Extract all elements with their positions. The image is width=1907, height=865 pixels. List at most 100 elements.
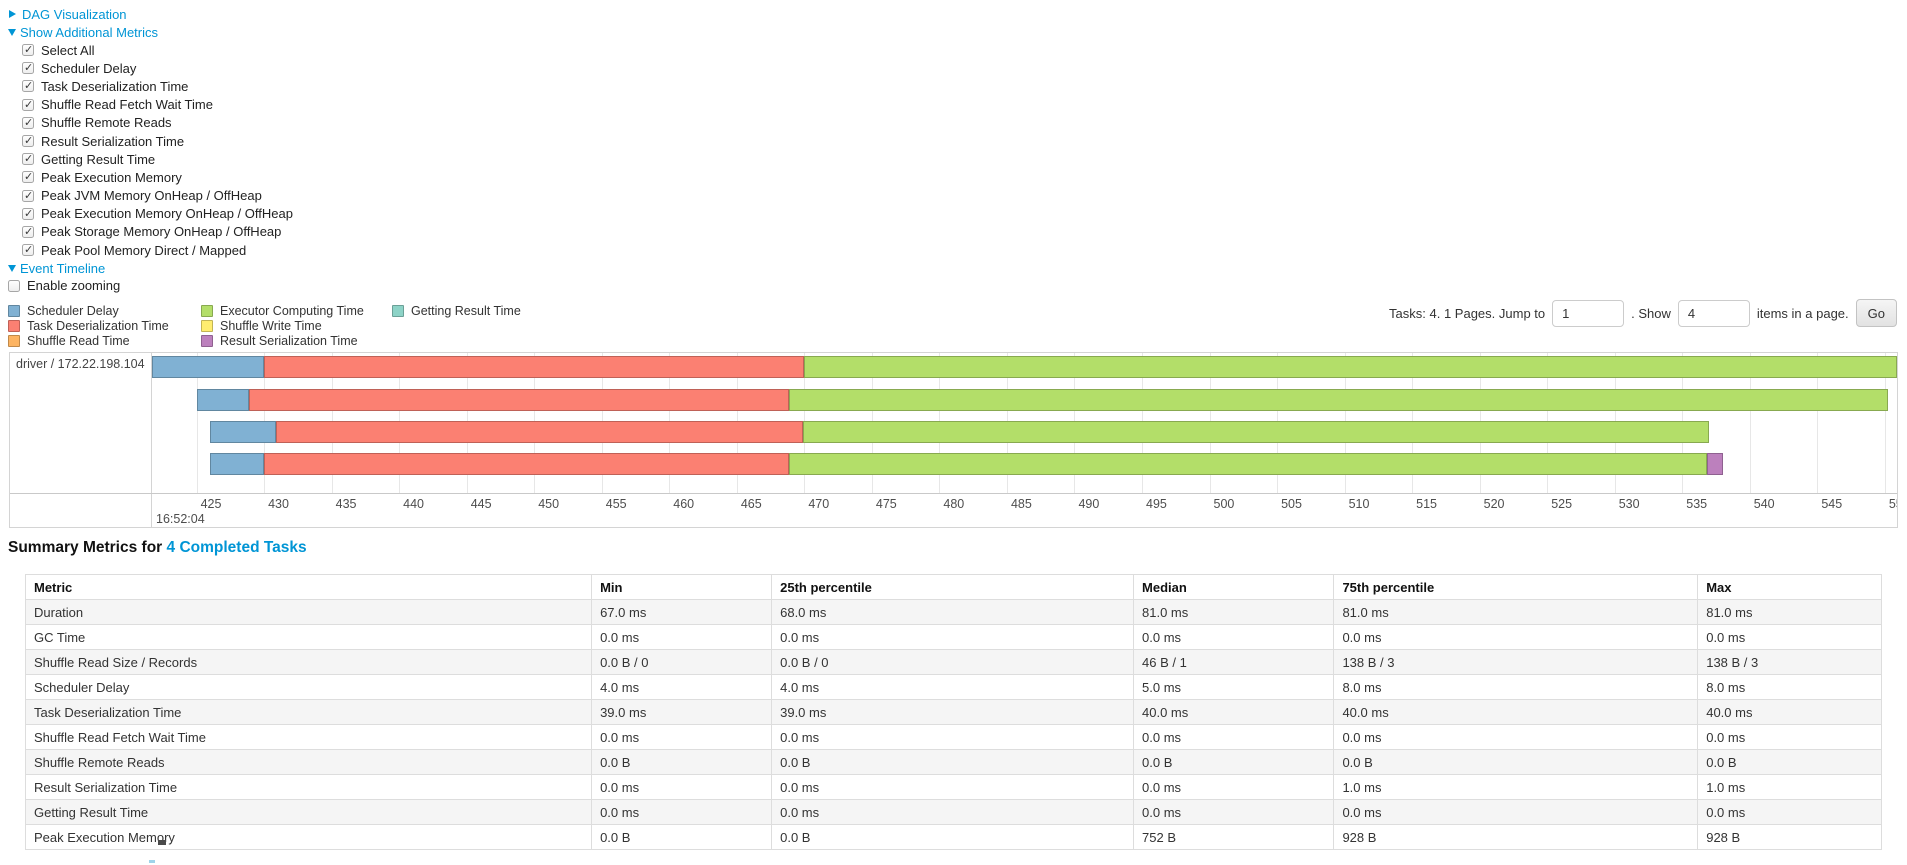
event-timeline-label: Event Timeline — [20, 260, 106, 276]
metric-value-cell: 81.0 ms — [1133, 599, 1335, 625]
task-segment-scheduler-delay — [210, 453, 265, 475]
metric-checkbox[interactable] — [22, 79, 34, 93]
legend-item: Task Deserialization Time — [8, 318, 169, 333]
metric-value-cell: 0.0 ms — [771, 774, 1135, 800]
enable-zooming-checkbox[interactable] — [8, 279, 20, 292]
tick-label: 545 — [1821, 497, 1843, 511]
metric-checkbox-row: Shuffle Remote Reads — [22, 114, 293, 132]
metric-value-cell: 46 B / 1 — [1133, 649, 1335, 675]
metric-checkbox[interactable] — [22, 243, 34, 257]
task-bar[interactable] — [152, 421, 1897, 443]
column-header: 75th percentile — [1333, 574, 1699, 600]
task-segment-executor-computing — [802, 421, 1710, 443]
metric-checkbox[interactable] — [22, 207, 34, 220]
metric-checkbox-row: Result Serialization Time — [22, 132, 293, 150]
metric-name-cell: Scheduler Delay — [24, 674, 593, 700]
tick-label: 435 — [335, 497, 357, 511]
metric-value-cell: 0.0 B — [1133, 749, 1335, 775]
time-axis: 16:52:04 425 430 435 440 445 450 455 460 465 470 4… — [152, 494, 1897, 527]
table-row: Scheduler Delay 4.0 ms 4.0 ms 5.0 ms 8.0 ms 8… — [24, 674, 1882, 700]
metric-name-cell: Peak Execution Memory — [24, 824, 593, 850]
metric-checkbox[interactable] — [22, 98, 34, 111]
tick-label: 540 — [1753, 497, 1775, 511]
legend-column: Scheduler Delay Task Deserialization Time… — [8, 303, 169, 349]
tick-label: 445 — [470, 497, 492, 511]
tick-label: 465 — [740, 497, 762, 511]
task-segment-executor-computing — [804, 356, 1897, 378]
items-per-page-text: items in a page. — [1756, 305, 1849, 321]
task-bar[interactable] — [152, 389, 1897, 411]
metric-checkbox[interactable] — [22, 189, 34, 202]
legend-item: Executor Computing Time — [201, 303, 364, 318]
tick-label: 510 — [1348, 497, 1370, 511]
metric-checkbox-list: Select All Scheduler Delay Task Deserializ… — [8, 41, 293, 259]
tick-label: 495 — [1146, 497, 1167, 511]
metric-checkbox[interactable] — [22, 116, 34, 129]
metric-name-cell: Shuffle Read Size / Records — [24, 649, 593, 675]
items-per-page-input[interactable] — [1677, 299, 1750, 327]
metric-name-cell: Shuffle Read Fetch Wait Time — [24, 724, 593, 750]
tick-label: 430 — [268, 497, 289, 511]
table-row: Task Deserialization Time 39.0 ms 39.0 ms 4… — [24, 699, 1882, 725]
metric-value-cell: 0.0 ms — [1133, 624, 1335, 650]
column-header: Max — [1697, 574, 1882, 600]
metric-value-cell: 0.0 B — [591, 749, 773, 775]
metric-checkbox[interactable] — [22, 152, 34, 166]
time-axis-major-label: 16:52:04 — [156, 512, 205, 526]
metric-checkbox[interactable] — [22, 134, 34, 148]
stage-controls: DAG Visualization Show Additional Metric… — [8, 5, 293, 294]
task-segment-scheduler-delay — [152, 356, 265, 378]
show-additional-metrics-toggle[interactable]: Show Additional Metrics — [8, 23, 293, 41]
metric-checkbox[interactable] — [22, 225, 34, 238]
event-timeline-chart: driver / 172.22.198.104 16:52:04 425 430 4… — [9, 352, 1898, 528]
tick-label: 535 — [1686, 497, 1708, 511]
summary-heading-prefix: Summary Metrics for — [8, 539, 163, 556]
timeline-plot-area — [152, 353, 1897, 493]
jump-to-page-input[interactable] — [1552, 299, 1625, 327]
legend-column: Executor Computing Time Shuffle Write Tim… — [201, 303, 364, 349]
task-segment-result-serialization — [1706, 453, 1723, 475]
metric-checkbox-row: Peak JVM Memory OnHeap / OffHeap — [22, 187, 293, 205]
metric-value-cell: 0.0 B — [771, 824, 1135, 850]
event-timeline-toggle[interactable]: Event Timeline — [8, 259, 293, 277]
metric-checkbox-label: Peak JVM Memory OnHeap / OffHeap — [41, 188, 262, 204]
metric-checkbox[interactable] — [22, 170, 34, 184]
metric-value-cell: 81.0 ms — [1333, 599, 1699, 625]
legend-label: Scheduler Delay — [27, 303, 119, 318]
metric-value-cell: 40.0 ms — [1133, 699, 1335, 725]
table-row: Shuffle Read Size / Records 0.0 B / 0 0.0 … — [24, 649, 1882, 675]
legend-item: Shuffle Read Time — [8, 334, 169, 349]
dag-visualization-toggle[interactable]: DAG Visualization — [8, 5, 293, 23]
table-row: Duration 67.0 ms 68.0 ms 81.0 ms 81.0 ms 81.0… — [24, 599, 1882, 625]
metric-value-cell: 0.0 ms — [1697, 724, 1882, 750]
task-bar[interactable] — [152, 453, 1897, 475]
dag-visualization-label: DAG Visualization — [22, 6, 127, 22]
legend-item: Getting Result Time — [392, 303, 521, 318]
metric-checkbox[interactable] — [22, 61, 34, 75]
go-button[interactable]: Go — [1855, 299, 1897, 327]
tick-label: 530 — [1618, 497, 1640, 511]
task-bar[interactable] — [152, 356, 1897, 378]
metric-value-cell: 5.0 ms — [1133, 674, 1335, 700]
task-segment-task-deserialization — [264, 356, 805, 378]
metric-value-cell: 68.0 ms — [771, 599, 1135, 625]
completed-tasks-link[interactable]: 4 Completed Tasks — [166, 539, 307, 556]
table-row: Getting Result Time 0.0 ms 0.0 ms 0.0 ms 0.0… — [24, 799, 1882, 825]
metric-value-cell: 0.0 ms — [591, 624, 773, 650]
metric-checkbox-label: Shuffle Remote Reads — [41, 115, 172, 131]
collapsed-arrow-icon — [9, 10, 16, 18]
metric-checkbox-row: Scheduler Delay — [22, 59, 293, 77]
legend-swatch-icon — [8, 320, 20, 333]
metric-value-cell: 39.0 ms — [591, 699, 773, 725]
metric-value-cell: 0.0 ms — [771, 799, 1135, 825]
tick-label: 505 — [1281, 497, 1302, 511]
metric-checkbox-row: Select All — [22, 41, 293, 59]
metric-checkbox-label: Getting Result Time — [41, 151, 156, 167]
metric-value-cell: 0.0 ms — [1133, 774, 1335, 800]
tick-label: 440 — [403, 497, 425, 511]
tick-label: 520 — [1483, 497, 1505, 511]
show-label: . Show — [1631, 305, 1671, 321]
metric-checkbox-label: Result Serialization Time — [41, 133, 185, 149]
metric-checkbox[interactable] — [22, 43, 34, 57]
gridline — [1749, 353, 1751, 493]
